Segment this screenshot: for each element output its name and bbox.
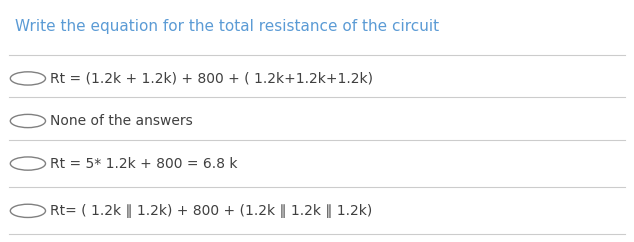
Text: Rt = 5* 1.2k + 800 = 6.8 k: Rt = 5* 1.2k + 800 = 6.8 k — [50, 157, 237, 171]
Text: Rt= ( 1.2k ∥ 1.2k) + 800 + (1.2k ∥ 1.2k ∥ 1.2k): Rt= ( 1.2k ∥ 1.2k) + 800 + (1.2k ∥ 1.2k … — [50, 204, 372, 218]
Text: None of the answers: None of the answers — [50, 114, 193, 128]
Text: Write the equation for the total resistance of the circuit: Write the equation for the total resista… — [15, 19, 439, 34]
Text: Rt = (1.2k + 1.2k) + 800 + ( 1.2k+1.2k+1.2k): Rt = (1.2k + 1.2k) + 800 + ( 1.2k+1.2k+1… — [50, 71, 373, 85]
